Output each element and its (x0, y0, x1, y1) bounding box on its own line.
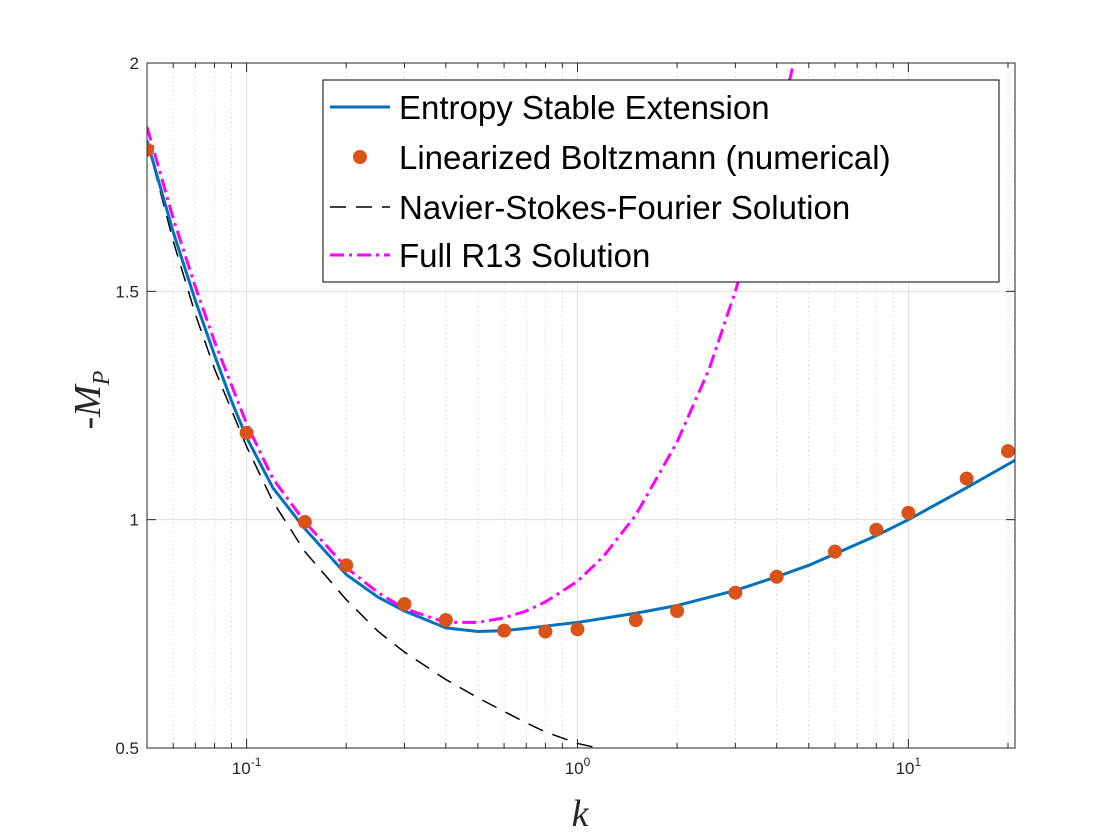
full-r13-line (147, 63, 796, 624)
y-axis-label-group: -MP (67, 370, 115, 429)
legend-box (322, 79, 1000, 283)
boltzmann-data-point (538, 624, 553, 639)
boltzmann-data-point (1000, 444, 1015, 459)
y-axis-label: -MP (67, 370, 115, 429)
legend: Entropy Stable Extension Linearized Bolt… (322, 79, 1000, 283)
x-tick-label-base: 10 (896, 759, 915, 778)
legend-label-r13: Full R13 Solution (399, 237, 650, 274)
boltzmann-data-point (901, 505, 916, 520)
boltzmann-data-point (570, 622, 585, 637)
boltzmann-data-point (339, 558, 354, 573)
y-tick-label: 0.5 (115, 739, 139, 758)
boltzmann-data-point (670, 604, 685, 618)
y-axis-label-subscript: P (89, 370, 115, 386)
boltzmann-data-point (147, 142, 154, 157)
boltzmann-data-point (297, 514, 312, 529)
x-tick-label: 100 (565, 755, 591, 778)
legend-label-nsf: Navier-Stokes-Fourier Solution (399, 189, 850, 226)
boltzmann-data-point (239, 425, 254, 440)
y-tick-label: 2 (130, 54, 139, 73)
boltzmann-data-point (397, 597, 412, 612)
boltzmann-data-point (628, 613, 643, 628)
x-tick-label-base: 10 (232, 759, 251, 778)
legend-label-boltzmann: Linearized Boltzmann (numerical) (399, 139, 891, 176)
boltzmann-data-point (827, 544, 842, 559)
boltzmann-data-point (728, 585, 743, 600)
x-tick-label: 10-1 (232, 755, 262, 778)
boltzmann-data-point (869, 522, 884, 537)
boltzmann-data-point (497, 623, 512, 638)
legend-label-entropy: Entropy Stable Extension (399, 89, 770, 126)
y-axis-label-main: -M (67, 383, 109, 430)
navier-stokes-fourier-line (147, 140, 598, 748)
plot-frame (146, 62, 1016, 749)
y-tick-label: 1.5 (115, 282, 139, 301)
legend-swatch-boltzmann (353, 150, 367, 164)
y-tick-label: 1 (130, 511, 139, 530)
boltzmann-data-point (438, 613, 453, 628)
boltzmann-data-point (959, 471, 974, 486)
boltzmann-data-point (769, 569, 784, 584)
x-tick-label: 101 (896, 755, 922, 778)
x-tick-label-base: 10 (565, 759, 584, 778)
x-tick-label-exponent: 0 (584, 755, 591, 769)
x-axis-label: k (572, 793, 590, 835)
x-tick-label-exponent: -1 (251, 755, 262, 769)
series-layer (147, 63, 1015, 748)
x-tick-label-exponent: 1 (914, 755, 921, 769)
